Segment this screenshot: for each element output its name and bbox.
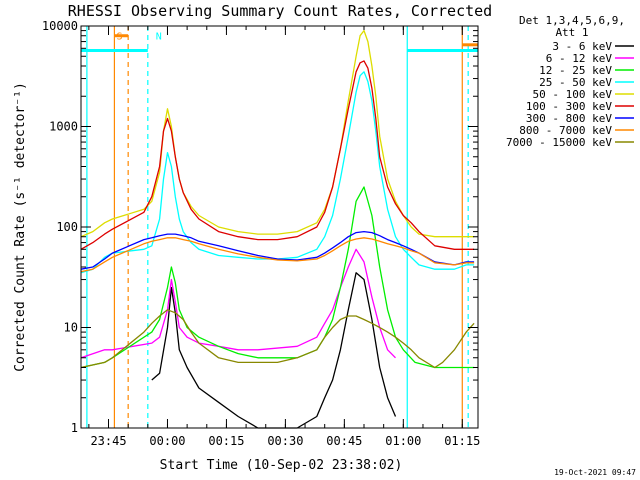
series-line-1 xyxy=(80,248,396,359)
x-tick-label: 00:00 xyxy=(149,434,185,448)
legend-label: 50 - 100 keV xyxy=(533,88,613,101)
y-tick-label: 100 xyxy=(56,220,78,234)
series-line-3 xyxy=(80,71,475,274)
x-tick-label: 00:15 xyxy=(208,434,244,448)
series-layer xyxy=(80,29,475,429)
series-line-6 xyxy=(80,230,475,270)
legend-label: 300 - 800 keV xyxy=(526,112,612,125)
x-tick-label: 01:00 xyxy=(385,434,421,448)
x-axis-label: Start Time (10-Sep-02 23:38:02) xyxy=(160,458,403,473)
x-tick-label: 23:45 xyxy=(90,434,126,448)
legend-label: 7000 - 15000 keV xyxy=(506,136,612,149)
series-line-5 xyxy=(80,60,475,250)
footer-timestamp: 19-Oct-2021 09:47 xyxy=(554,468,636,477)
legend-label: 6 - 12 keV xyxy=(546,52,613,65)
x-tick-label: 01:15 xyxy=(444,434,480,448)
x-tick-label: 00:45 xyxy=(326,434,362,448)
series-line-8 xyxy=(80,309,475,369)
legend-label: 25 - 50 keV xyxy=(539,76,612,89)
y-tick-label: 10000 xyxy=(42,19,78,33)
series-line-7 xyxy=(80,237,475,273)
legend-header: Det 1,3,4,5,6,9, xyxy=(519,14,625,27)
axes-layer: 1 10 100 1000 10000 23:45 00:00 00:15 00:30 00:45… xyxy=(42,19,480,448)
annotation-s: S xyxy=(116,32,122,43)
y-axis-label: Corrected Count Rate (s⁻¹ detector⁻¹) xyxy=(13,82,28,372)
x-tick-label: 00:30 xyxy=(267,434,303,448)
legend-label: 3 - 6 keV xyxy=(552,40,612,53)
legend-label: 100 - 300 keV xyxy=(526,100,612,113)
y-tick-label: 1000 xyxy=(49,120,78,134)
legend-label: 800 - 7000 keV xyxy=(519,124,612,137)
annotation-n: N xyxy=(156,32,162,43)
y-tick-label: 10 xyxy=(64,321,78,335)
chart-title: RHESSI Observing Summary Count Rates, Co… xyxy=(68,2,492,20)
y-tick-label: 1 xyxy=(71,421,78,435)
legend-header: Att 1 xyxy=(555,26,588,39)
legend-label: 12 - 25 keV xyxy=(539,64,612,77)
